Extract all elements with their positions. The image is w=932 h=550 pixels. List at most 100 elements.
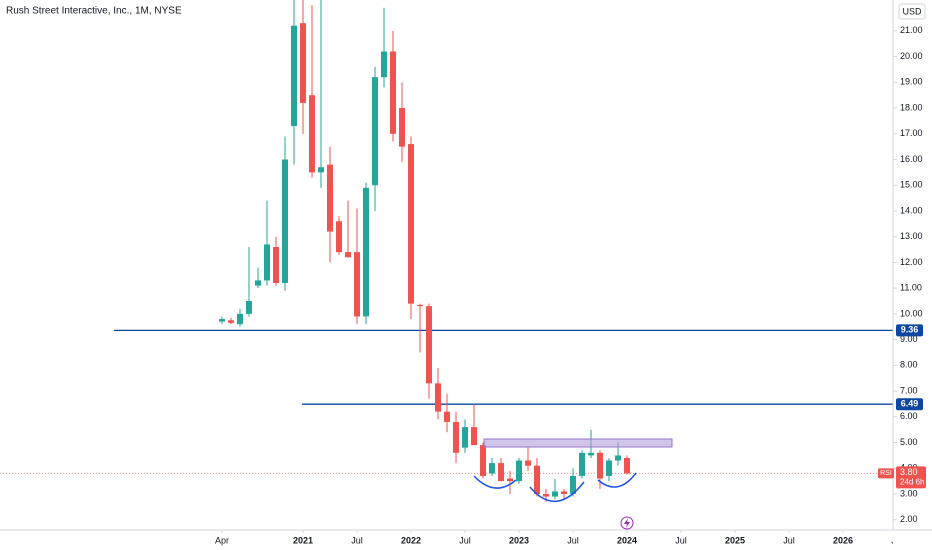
cup-arc — [529, 481, 585, 503]
candle-body — [597, 452, 603, 479]
candle-body — [246, 301, 252, 314]
candle-body — [624, 457, 630, 474]
chart-title: Rush Street Interactive, Inc., 1M, NYSE — [6, 6, 182, 17]
plot-area — [0, 0, 893, 502]
y-tick-label: 10.00 — [900, 308, 923, 318]
cup-arc — [597, 472, 637, 488]
candle-body — [417, 304, 423, 307]
y-tick-label: 6.00 — [900, 411, 918, 421]
candle-body — [516, 460, 522, 482]
candle-body — [363, 187, 369, 317]
candle-body — [228, 320, 234, 323]
level-price-box — [896, 324, 923, 337]
last-price-label: 3.80 — [900, 467, 918, 477]
y-tick-label: 5.00 — [900, 437, 918, 447]
y-tick-label: 20.00 — [900, 51, 923, 61]
candle-body — [309, 95, 315, 173]
candle-body — [543, 493, 549, 497]
candle-body — [273, 246, 279, 284]
candle-body — [219, 319, 225, 322]
indicator-box — [878, 468, 894, 479]
candle-body — [408, 144, 414, 304]
candle-body — [264, 244, 270, 281]
currency: USD — [902, 6, 922, 16]
x-tick-label: Apr — [215, 535, 229, 545]
x-tick-label: 2023 — [509, 535, 529, 545]
level-price-box — [896, 398, 923, 411]
candle-body — [435, 383, 441, 412]
last-price-box — [896, 466, 926, 489]
candle-body — [579, 452, 585, 476]
x-tick-label: Jul — [567, 535, 579, 545]
y-tick-label: 9.00 — [900, 334, 918, 344]
x-tick-label: Jul — [459, 535, 471, 545]
price-axis-panel — [893, 0, 932, 550]
x-tick-label: 2024 — [617, 535, 637, 545]
y-tick-label: 2.00 — [900, 514, 918, 524]
candle-body — [552, 491, 558, 497]
candle-body — [291, 25, 297, 127]
event-icon-bolt — [624, 518, 630, 528]
currency-box[interactable] — [898, 3, 926, 20]
candle-body — [471, 427, 477, 446]
candle-body — [399, 108, 405, 147]
x-tick-label: 2026 — [833, 535, 853, 545]
y-tick-label: 3.00 — [900, 488, 918, 498]
y-tick-label: 7.00 — [900, 385, 918, 395]
x-tick-label: 2021 — [293, 535, 313, 545]
x-tick-label: 2025 — [725, 535, 745, 545]
resistance-zone — [483, 438, 673, 448]
x-tick-label: 2022 — [401, 535, 421, 545]
candle-body — [480, 445, 486, 476]
candle-body — [345, 252, 351, 258]
candle-body — [498, 463, 504, 482]
y-tick-label: 15.00 — [900, 180, 923, 190]
indicator-label: RSI — [880, 470, 892, 477]
candle-body — [507, 478, 513, 482]
x-tick-label: Jul — [351, 535, 363, 545]
y-tick-label: 11.00 — [900, 283, 922, 293]
candle-body — [372, 77, 378, 186]
candle-body — [453, 421, 459, 453]
level-price-label: 6.49 — [901, 399, 919, 409]
candle-body — [381, 51, 387, 78]
candle-body — [525, 460, 531, 466]
candle-body — [462, 427, 468, 448]
y-tick-label: 17.00 — [900, 128, 923, 138]
candle-body — [255, 280, 261, 286]
candle-body — [444, 411, 450, 422]
event-icon[interactable] — [620, 516, 634, 530]
candle-body — [606, 460, 612, 476]
y-axis: 2.003.004.005.006.007.008.009.0010.0011.… — [893, 25, 923, 524]
x-tick-label: Jul — [783, 535, 795, 545]
candle-body — [561, 491, 567, 494]
y-tick-label: 13.00 — [900, 231, 923, 241]
x-tick-label: Jul — [675, 535, 687, 545]
y-tick-label: 12.00 — [900, 257, 923, 267]
candle-body — [570, 475, 576, 494]
y-tick-label: 8.00 — [900, 360, 918, 370]
level-price-label: 9.36 — [901, 325, 919, 335]
candle-body — [282, 159, 288, 284]
y-tick-label: 16.00 — [900, 154, 923, 164]
candle-body — [318, 167, 324, 173]
candle-body — [336, 221, 342, 253]
candle-body — [390, 51, 396, 134]
candle-body — [300, 23, 306, 103]
y-tick-label: 19.00 — [900, 77, 923, 87]
candle-body — [237, 313, 243, 325]
candle-body — [327, 164, 333, 232]
y-tick-label: 14.00 — [900, 205, 923, 215]
candle-body — [489, 463, 495, 474]
candle-body — [615, 455, 621, 461]
candle-body — [588, 452, 594, 456]
candle-body — [534, 465, 540, 494]
y-tick-label: 21.00 — [900, 25, 923, 35]
candle-body — [426, 306, 432, 384]
y-tick-label: 18.00 — [900, 102, 923, 112]
cup-arc — [473, 475, 517, 489]
countdown: 24d 6h — [900, 478, 924, 487]
candle-body — [354, 252, 360, 317]
